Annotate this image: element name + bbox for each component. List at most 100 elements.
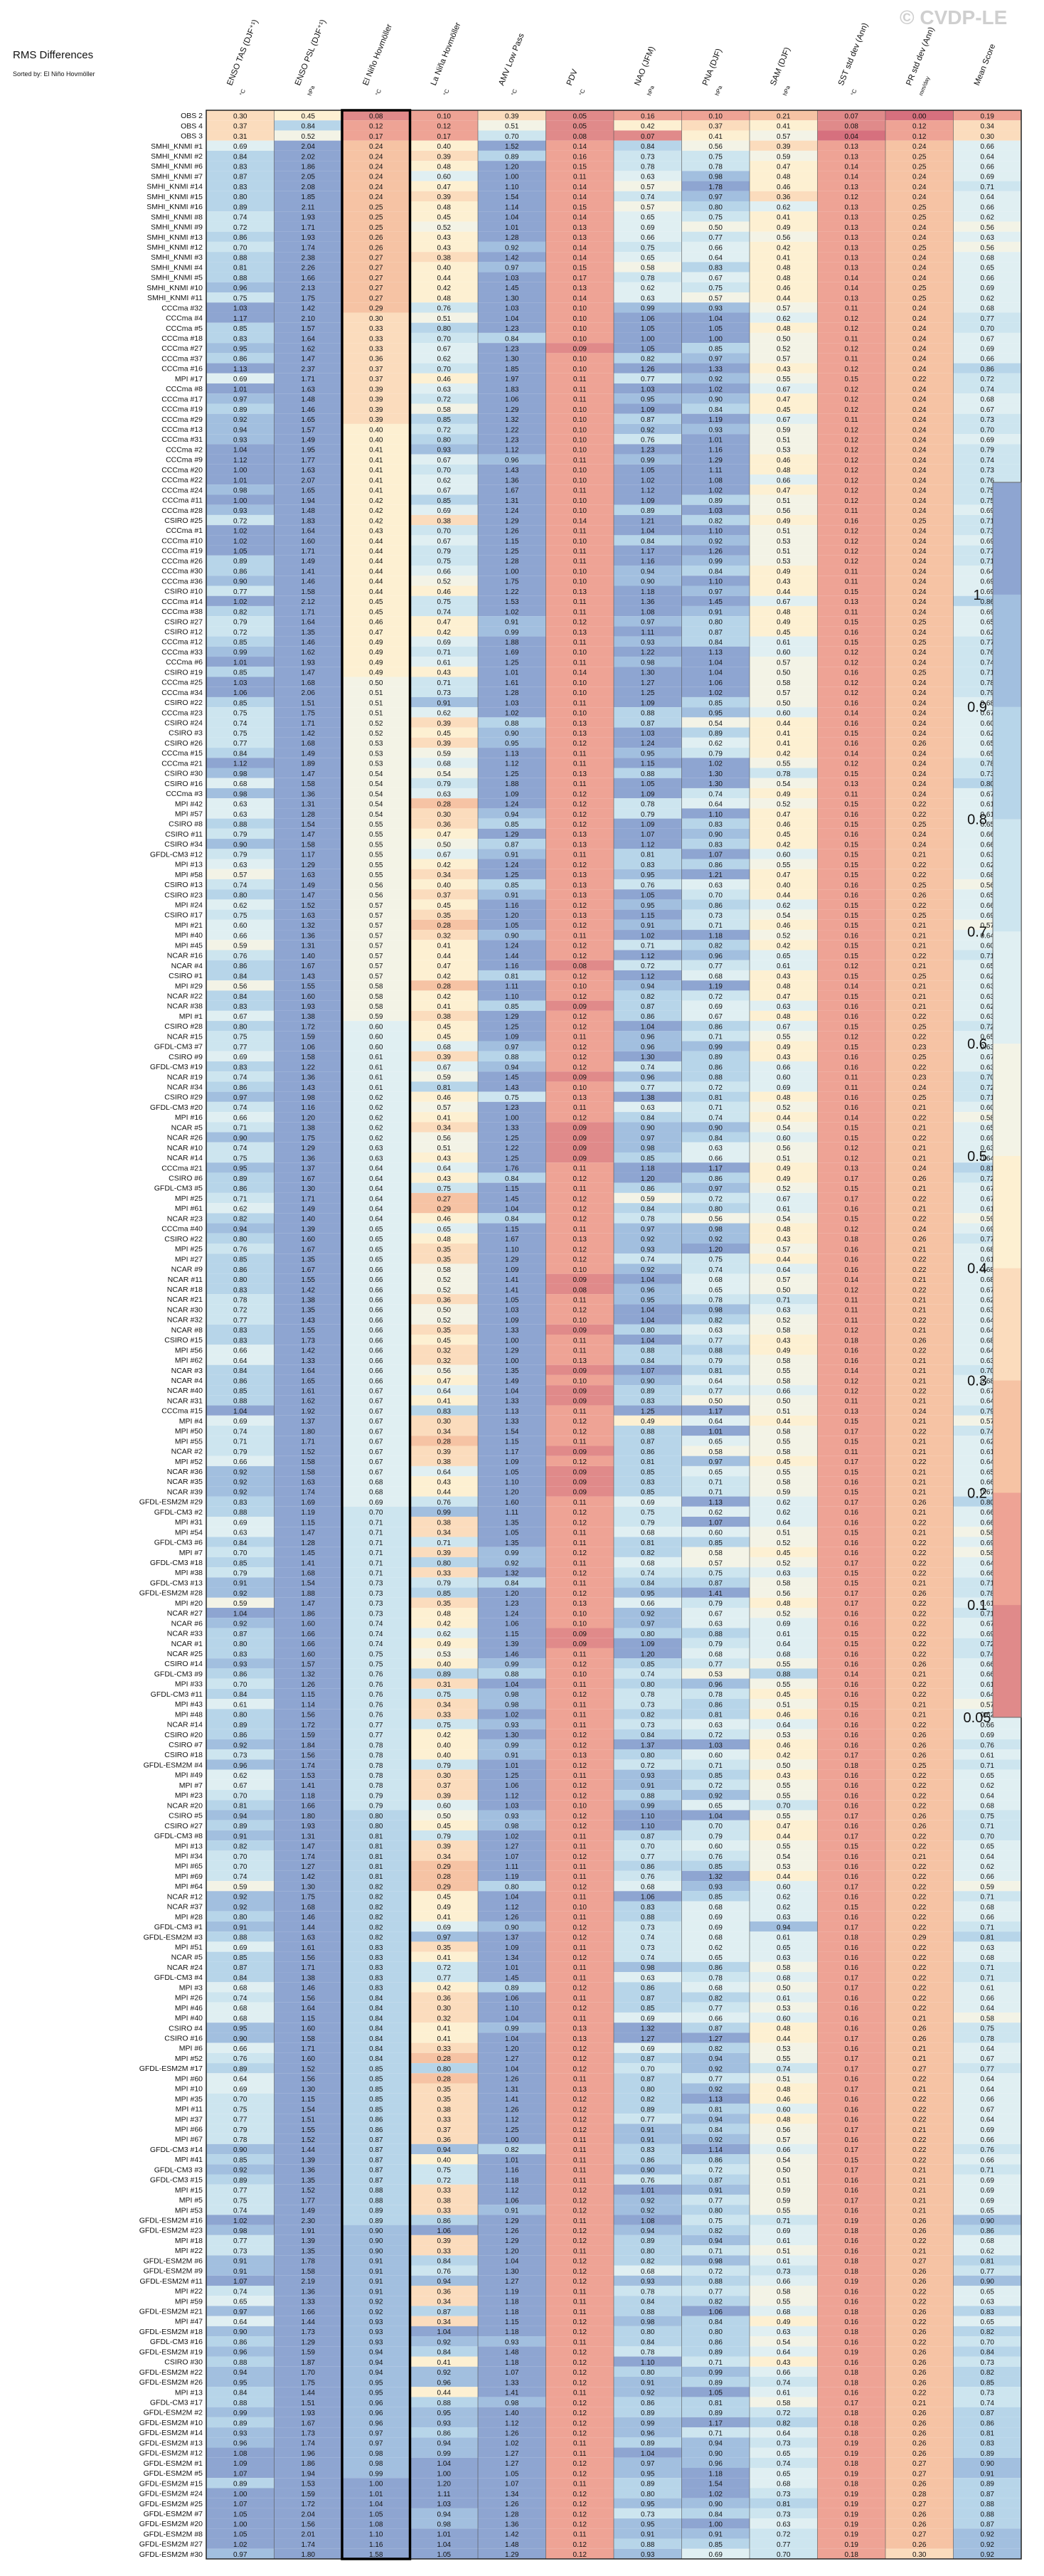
row-label: GFDL-ESM2M #12 — [139, 2449, 203, 2458]
cell-value: 1.93 — [302, 659, 316, 667]
cell-value: 0.33 — [369, 346, 383, 354]
cell-value: 1.13 — [233, 366, 247, 373]
row-label: CCCma #13 — [161, 425, 203, 434]
cell-value: 0.85 — [641, 1468, 655, 1476]
heatmap-cell — [478, 514, 546, 526]
heatmap-cell — [614, 788, 682, 799]
heatmap-cell — [545, 696, 614, 708]
heatmap-cell — [885, 353, 954, 364]
cell-value: 0.63 — [709, 1145, 723, 1152]
heatmap-cell — [478, 444, 546, 455]
cell-value: 0.83 — [233, 1003, 247, 1011]
cell-value: 0.83 — [233, 184, 247, 191]
cell-value: 0.86 — [233, 1185, 247, 1193]
cell-value: 0.85 — [233, 1256, 247, 1264]
cell-value: 0.69 — [233, 1054, 247, 1061]
cell-value: 0.12 — [573, 1195, 587, 1203]
cell-value: 0.66 — [981, 831, 995, 839]
heatmap-cell — [750, 312, 818, 323]
cell-value: 0.71 — [437, 679, 452, 687]
cell-value: 0.90 — [641, 1125, 655, 1133]
cell-value: 0.68 — [233, 1985, 247, 1993]
cell-value: 1.04 — [505, 2065, 519, 2073]
cell-value: 0.75 — [641, 244, 655, 252]
cell-value: 0.36 — [369, 356, 383, 364]
column-header: PDV — [565, 68, 580, 87]
cell-value: 0.83 — [641, 1398, 655, 1406]
heatmap-cell — [545, 566, 614, 576]
cell-value: 0.11 — [573, 1034, 587, 1041]
cell-value: 1.60 — [302, 1621, 316, 1628]
heatmap-cell — [342, 161, 410, 171]
cell-value: 0.92 — [233, 1894, 247, 1902]
cell-value: 0.12 — [573, 1732, 587, 1739]
column-unit: mm/day — [917, 75, 931, 97]
cell-value: 0.81 — [369, 1873, 383, 1881]
cell-value: 1.01 — [233, 659, 247, 667]
cell-value: 0.52 — [437, 1276, 452, 1284]
heatmap-cell — [342, 535, 410, 546]
cell-value: 0.21 — [912, 1327, 927, 1335]
heatmap-cell — [410, 748, 478, 758]
cell-value: 0.43 — [369, 528, 383, 536]
cell-value: 0.24 — [912, 265, 927, 272]
cell-value: 0.45 — [777, 1549, 791, 1557]
cell-value: 0.28 — [437, 1873, 452, 1881]
cell-value: 0.63 — [369, 1155, 383, 1162]
cell-value: 1.54 — [505, 1428, 519, 1436]
cell-value: 0.15 — [845, 1570, 859, 1578]
cell-value: 1.05 — [505, 1296, 519, 1304]
cell-value: 0.22 — [912, 1803, 927, 1811]
cell-value: 0.34 — [437, 1701, 452, 1709]
row-label: NCAR #33 — [167, 1630, 203, 1638]
row-label: CCCma #2 — [166, 445, 203, 454]
heatmap-cell — [206, 211, 275, 222]
row-label: NCAR #35 — [167, 1478, 203, 1486]
cell-value: 1.61 — [302, 1944, 316, 1952]
cell-value: 0.88 — [233, 821, 247, 829]
row-label: CCCma #31 — [161, 435, 203, 444]
cell-value: 0.24 — [912, 538, 927, 546]
heatmap-cell — [274, 494, 342, 505]
heatmap-cell — [750, 161, 818, 171]
cell-value: 0.58 — [437, 406, 452, 414]
heatmap-cell — [750, 626, 818, 637]
cell-value: 0.72 — [709, 1084, 723, 1092]
cell-value: 1.35 — [302, 629, 316, 637]
cell-value: 1.93 — [302, 234, 316, 242]
cell-value: 1.47 — [302, 831, 316, 839]
heatmap-cell — [750, 130, 818, 141]
cell-value: 1.31 — [505, 497, 519, 505]
column-unit: °C — [510, 88, 518, 97]
cell-value: 0.51 — [777, 528, 791, 536]
heatmap-cell — [750, 201, 818, 212]
heatmap-cell — [342, 595, 410, 606]
heatmap-cell — [410, 585, 478, 596]
cell-value: 0.11 — [573, 598, 587, 606]
cell-value: 0.14 — [845, 163, 859, 171]
cell-value: 0.48 — [777, 2086, 791, 2094]
cell-value: 1.88 — [505, 639, 519, 647]
cell-value: 0.34 — [437, 1853, 452, 1861]
cell-value: 1.61 — [505, 679, 519, 687]
heatmap-cell — [478, 434, 546, 445]
cell-value: 1.44 — [505, 953, 519, 960]
cell-value: 0.82 — [369, 1934, 383, 1942]
cell-value: 0.21 — [912, 2045, 927, 2053]
heatmap-cell — [681, 828, 750, 839]
cell-value: 0.12 — [573, 1256, 587, 1264]
cell-value: 0.96 — [641, 1044, 655, 1051]
cell-value: 0.21 — [912, 1125, 927, 1133]
cell-value: 0.53 — [777, 558, 791, 566]
cell-value: 0.41 — [369, 467, 383, 475]
cell-value: 2.13 — [302, 285, 316, 292]
cell-value: 0.67 — [369, 1408, 383, 1416]
cell-value: 0.22 — [912, 1458, 927, 1466]
cell-value: 0.16 — [845, 1823, 859, 1830]
cell-value: 0.80 — [641, 2086, 655, 2094]
cell-value: 0.55 — [777, 1792, 791, 1800]
heatmap-cell — [885, 717, 954, 728]
cell-value: 0.44 — [437, 953, 452, 960]
heatmap-cell — [750, 191, 818, 202]
cell-value: 0.50 — [709, 1398, 723, 1406]
